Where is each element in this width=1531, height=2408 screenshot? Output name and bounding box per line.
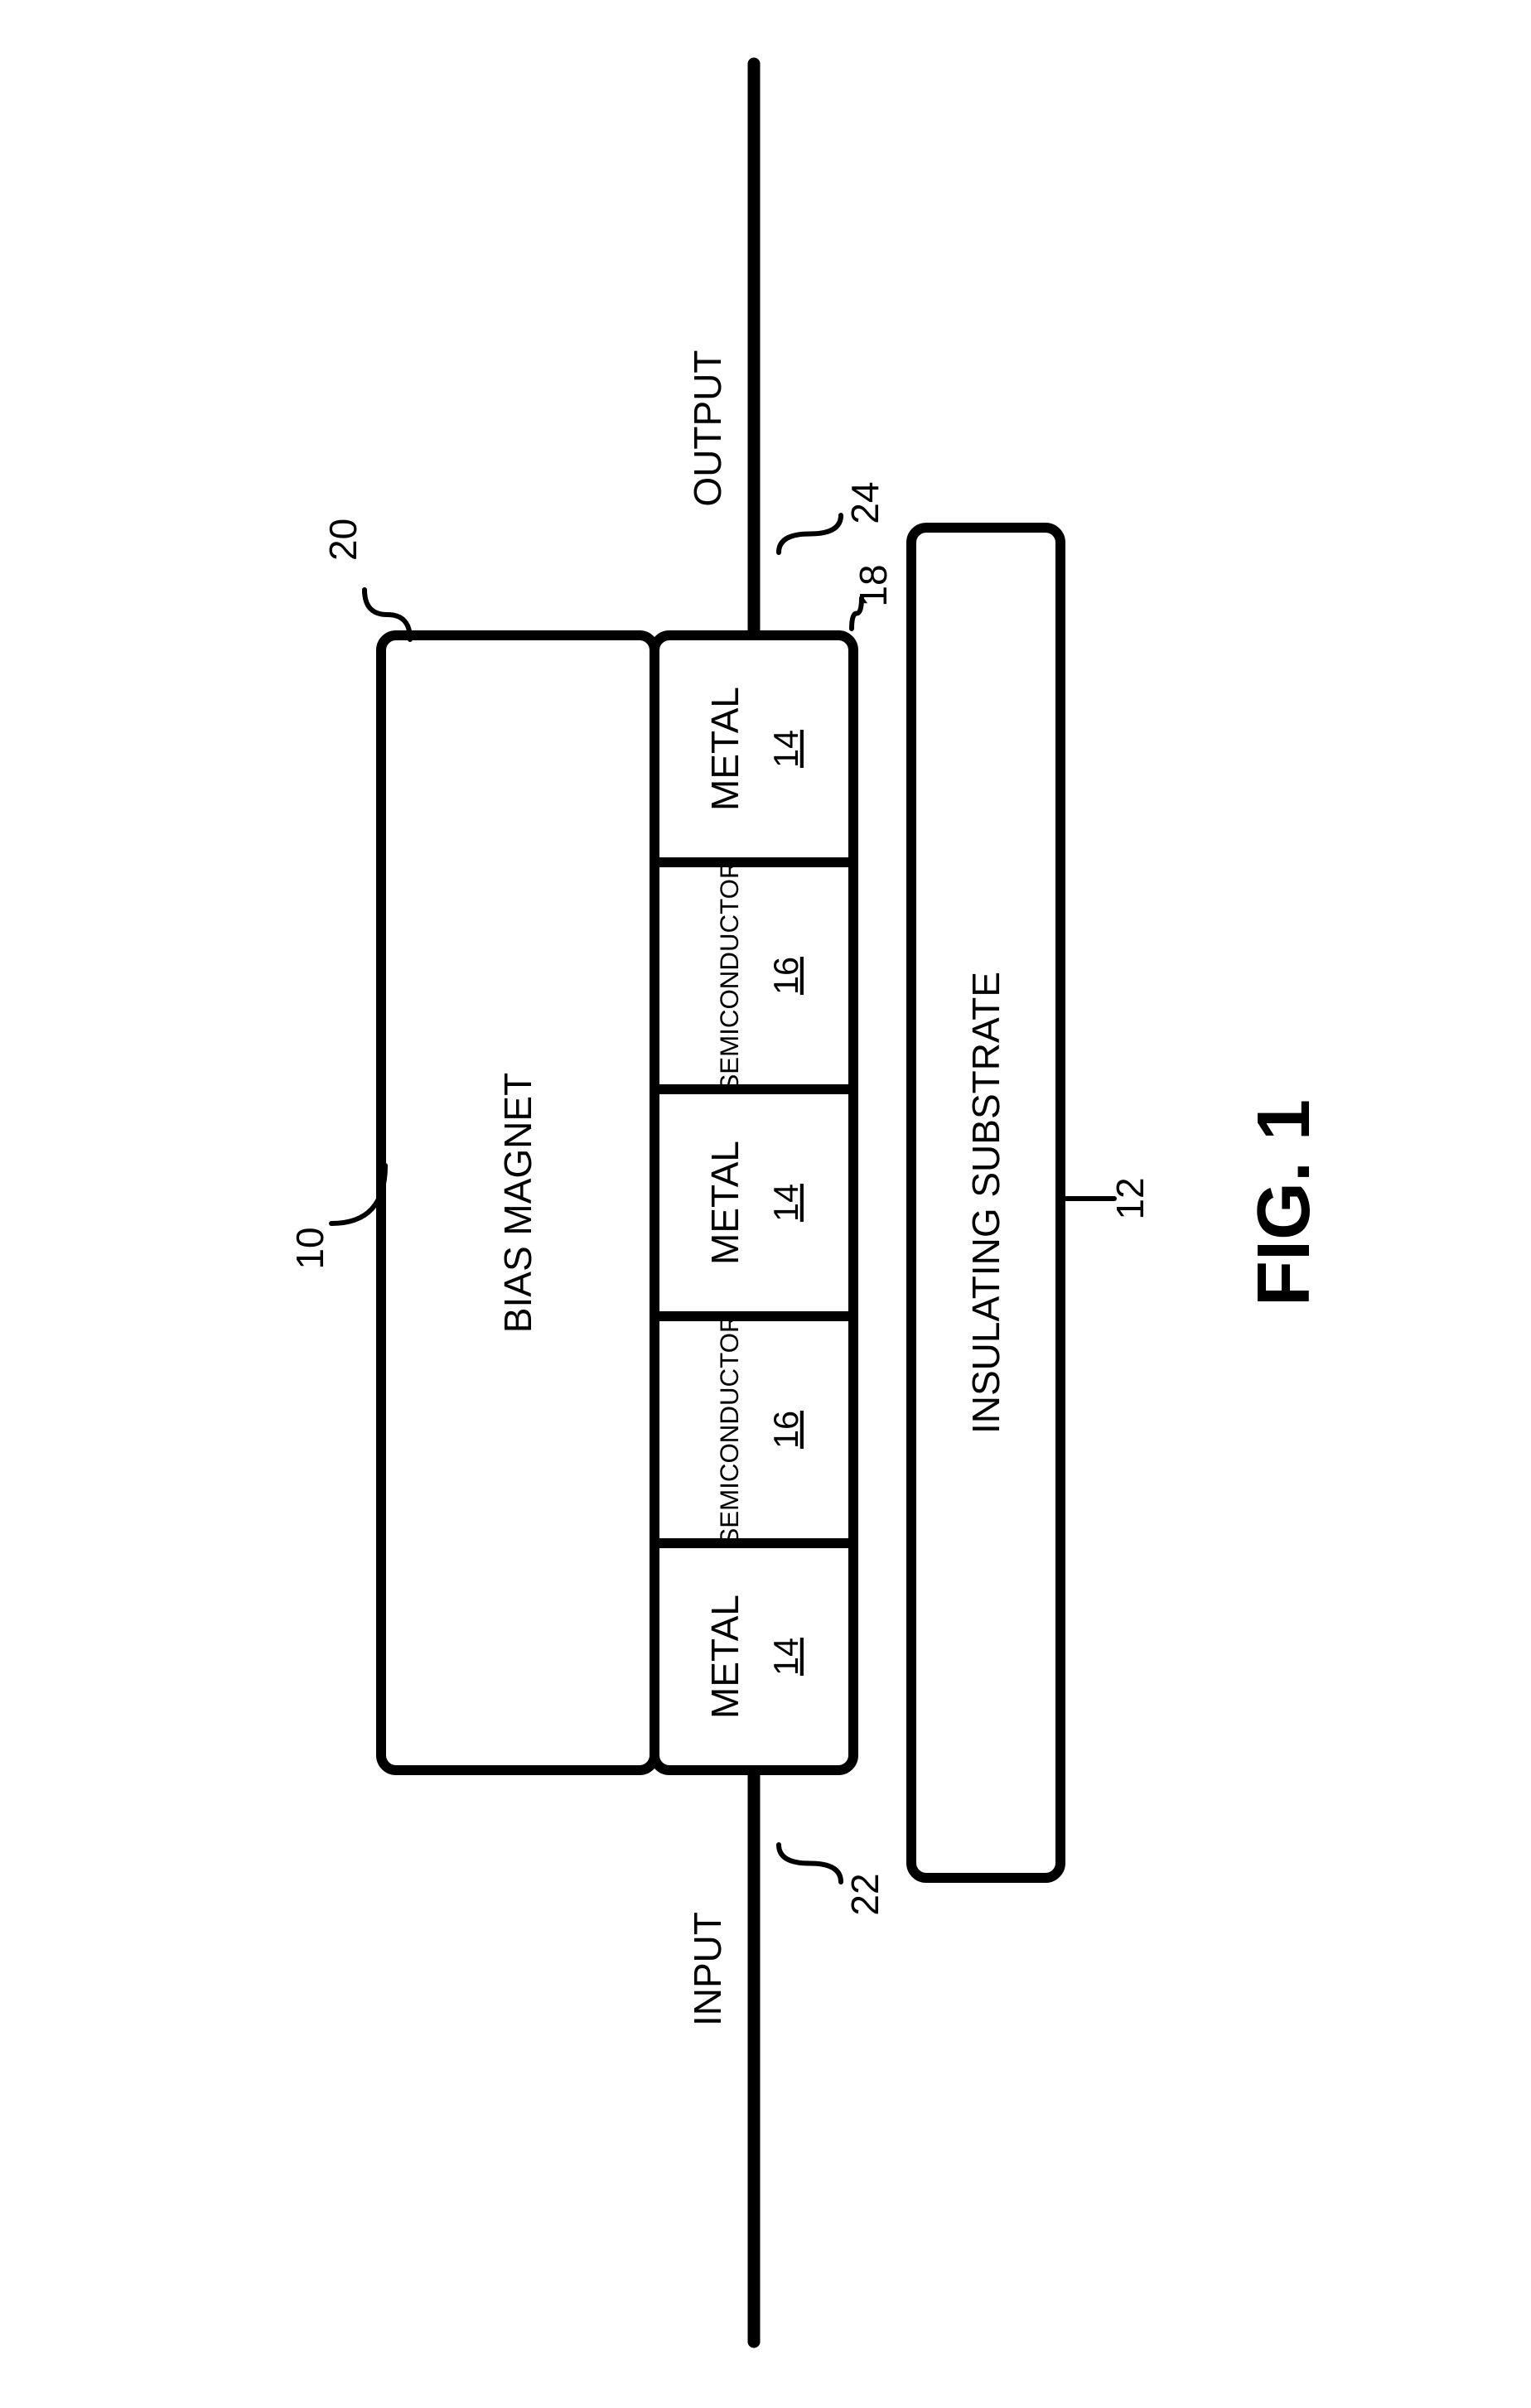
output-leader <box>779 515 841 553</box>
output-ref: 24 <box>843 481 886 524</box>
bias-magnet-label: BIAS MAGNET <box>496 1073 539 1333</box>
input-leader <box>779 1845 841 1882</box>
figure-caption: FIG. 1 <box>1243 1099 1326 1306</box>
cell-ref: 14 <box>767 730 805 768</box>
cell-ref: 16 <box>767 957 805 995</box>
substrate-label: INSULATING SUBSTRATE <box>964 972 1007 1434</box>
cell-ref: 14 <box>767 1638 805 1676</box>
bias-ref: 20 <box>321 519 365 561</box>
cell-row <box>654 635 853 1770</box>
cell-label: METAL <box>703 1141 746 1265</box>
cell-label: METAL <box>703 687 746 811</box>
cell-ref: 16 <box>767 1411 805 1449</box>
output-label: OUTPUT <box>686 350 729 506</box>
cell-label: METAL <box>703 1595 746 1719</box>
assembly-ref: 10 <box>288 1227 331 1269</box>
input-ref: 22 <box>843 1873 886 1915</box>
cell-label: SEMICONDUCTOR <box>715 1314 744 1545</box>
middle-ref: 18 <box>852 564 895 606</box>
cell-label: SEMICONDUCTOR <box>715 860 744 1091</box>
cell-ref: 14 <box>767 1184 805 1222</box>
input-label: INPUT <box>686 1912 729 2026</box>
